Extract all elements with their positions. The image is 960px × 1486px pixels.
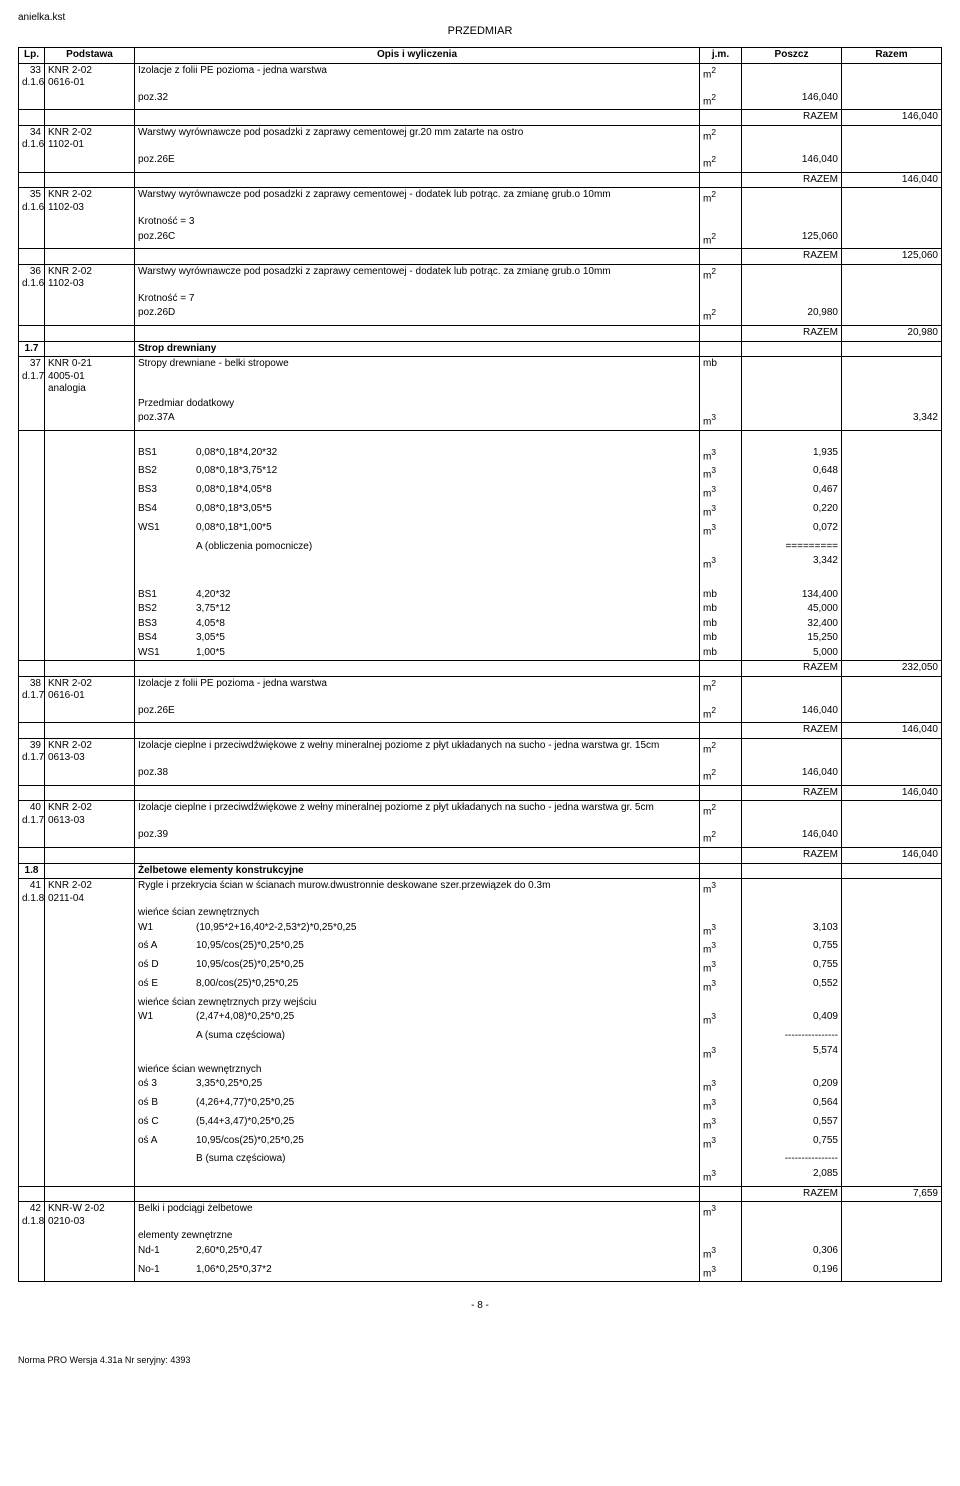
table-row: BS10,08*0,18*4,20*32m31,935 <box>19 446 942 465</box>
table-row: poz.37Am33,342 <box>19 411 942 430</box>
col-razem: Razem <box>842 48 942 64</box>
table-row: A (suma częściowa)---------------- <box>19 1029 942 1044</box>
table-row: wieńce ścian zewnętrznych przy wejściu <box>19 996 942 1011</box>
table-row: RAZEM146,040 <box>19 723 942 739</box>
table-header-row: Lp. Podstawa Opis i wyliczenia j.m. Posz… <box>19 48 942 64</box>
table-row: W1(10,95*2+16,40*2-2,53*2)*0,25*0,25m33,… <box>19 921 942 940</box>
table-row: W1(2,47+4,08)*0,25*0,25m30,409 <box>19 1010 942 1029</box>
table-row: 1.7Strop drewniany <box>19 341 942 357</box>
table-row: poz.38m2146,040 <box>19 766 942 785</box>
table-row: 35d.1.6KNR 2-021102-03Warstwy wyrównawcz… <box>19 188 942 216</box>
table-row: RAZEM20,980 <box>19 326 942 342</box>
table-row: 41d.1.8KNR 2-020211-04Rygle i przekrycia… <box>19 879 942 907</box>
header-filename: anielka.kst <box>18 12 942 23</box>
table-row: B (suma częściowa)---------------- <box>19 1152 942 1167</box>
table-row: poz.32m2146,040 <box>19 91 942 110</box>
table-row: elementy zewnętrzne <box>19 1229 942 1244</box>
table-row: Przedmiar dodatkowy <box>19 397 942 412</box>
table-row: poz.39m2146,040 <box>19 828 942 847</box>
table-row: m33,342 <box>19 554 942 573</box>
table-row: oś A10,95/cos(25)*0,25*0,25m30,755 <box>19 1134 942 1153</box>
header-title: PRZEDMIAR <box>18 25 942 37</box>
table-row: RAZEM146,040 <box>19 848 942 864</box>
table-row: m35,574 <box>19 1044 942 1063</box>
table-row: oś A10,95/cos(25)*0,25*0,25m30,755 <box>19 939 942 958</box>
table-row: BS34,05*8mb32,400 <box>19 617 942 632</box>
table-row: BS20,08*0,18*3,75*12m30,648 <box>19 464 942 483</box>
table-row: 36d.1.6KNR 2-021102-03Warstwy wyrównawcz… <box>19 264 942 292</box>
table-row: oś C(5,44+3,47)*0,25*0,25m30,557 <box>19 1115 942 1134</box>
table-row: oś B(4,26+4,77)*0,25*0,25m30,564 <box>19 1096 942 1115</box>
table-row: wieńce ścian zewnętrznych <box>19 906 942 921</box>
table-row: WS11,00*5mb5,000 <box>19 646 942 661</box>
table-row: BS14,20*32mb134,400 <box>19 588 942 603</box>
page-number: - 8 - <box>18 1300 942 1311</box>
table-row: BS40,08*0,18*3,05*5m30,220 <box>19 502 942 521</box>
table-row: RAZEM146,040 <box>19 172 942 188</box>
col-podstawa: Podstawa <box>45 48 135 64</box>
table-row: 37d.1.7KNR 0-214005-01analogiaStropy dre… <box>19 357 942 397</box>
table-row: wieńce ścian wewnętrznych <box>19 1063 942 1078</box>
table-row: Krotność = 3 <box>19 215 942 230</box>
table-row: WS10,08*0,18*1,00*5m30,072 <box>19 521 942 540</box>
table-row: poz.26Em2146,040 <box>19 153 942 172</box>
table-row: 34d.1.6KNR 2-021102-01Warstwy wyrównawcz… <box>19 125 942 153</box>
table-row <box>19 431 942 446</box>
table-row: oś E8,00/cos(25)*0,25*0,25m30,552 <box>19 977 942 996</box>
table-row: m32,085 <box>19 1167 942 1186</box>
table-row: 38d.1.7KNR 2-020616-01Izolacje z folii P… <box>19 676 942 704</box>
table-row: poz.26Cm2125,060 <box>19 230 942 249</box>
col-poszcz: Poszcz <box>742 48 842 64</box>
table-row: 39d.1.7KNR 2-020613-03Izolacje cieplne i… <box>19 738 942 766</box>
table-row: oś 33,35*0,25*0,25m30,209 <box>19 1077 942 1096</box>
table-row: BS30,08*0,18*4,05*8m30,467 <box>19 483 942 502</box>
table-row: 40d.1.7KNR 2-020613-03Izolacje cieplne i… <box>19 801 942 829</box>
table-row: BS23,75*12mb45,000 <box>19 602 942 617</box>
table-row: No-11,06*0,25*0,37*2m30,196 <box>19 1263 942 1282</box>
table-row: RAZEM232,050 <box>19 661 942 677</box>
przedmiar-table: Lp. Podstawa Opis i wyliczenia j.m. Posz… <box>18 47 942 1282</box>
table-row: poz.26Em2146,040 <box>19 704 942 723</box>
table-row: RAZEM125,060 <box>19 249 942 265</box>
table-row: 33d.1.6KNR 2-020616-01Izolacje z folii P… <box>19 63 942 91</box>
table-row: Nd-12,60*0,25*0,47m30,306 <box>19 1244 942 1263</box>
table-row: 42d.1.8KNR-W 2-020210-03Belki i podciągi… <box>19 1202 942 1230</box>
table-row <box>19 573 942 588</box>
col-lp: Lp. <box>19 48 45 64</box>
table-row: 1.8Żelbetowe elementy konstrukcyjne <box>19 863 942 879</box>
software-footer: Norma PRO Wersja 4.31a Nr seryjny: 4393 <box>18 1355 942 1365</box>
table-row: Krotność = 7 <box>19 292 942 307</box>
table-row: poz.26Dm220,980 <box>19 306 942 325</box>
table-row: oś D10,95/cos(25)*0,25*0,25m30,755 <box>19 958 942 977</box>
col-jm: j.m. <box>700 48 742 64</box>
table-row: RAZEM146,040 <box>19 785 942 801</box>
table-row: A (obliczenia pomocnicze)========= <box>19 540 942 555</box>
table-row: RAZEM7,659 <box>19 1186 942 1202</box>
col-opis: Opis i wyliczenia <box>135 48 700 64</box>
table-row: BS43,05*5mb15,250 <box>19 631 942 646</box>
table-row: RAZEM146,040 <box>19 110 942 126</box>
